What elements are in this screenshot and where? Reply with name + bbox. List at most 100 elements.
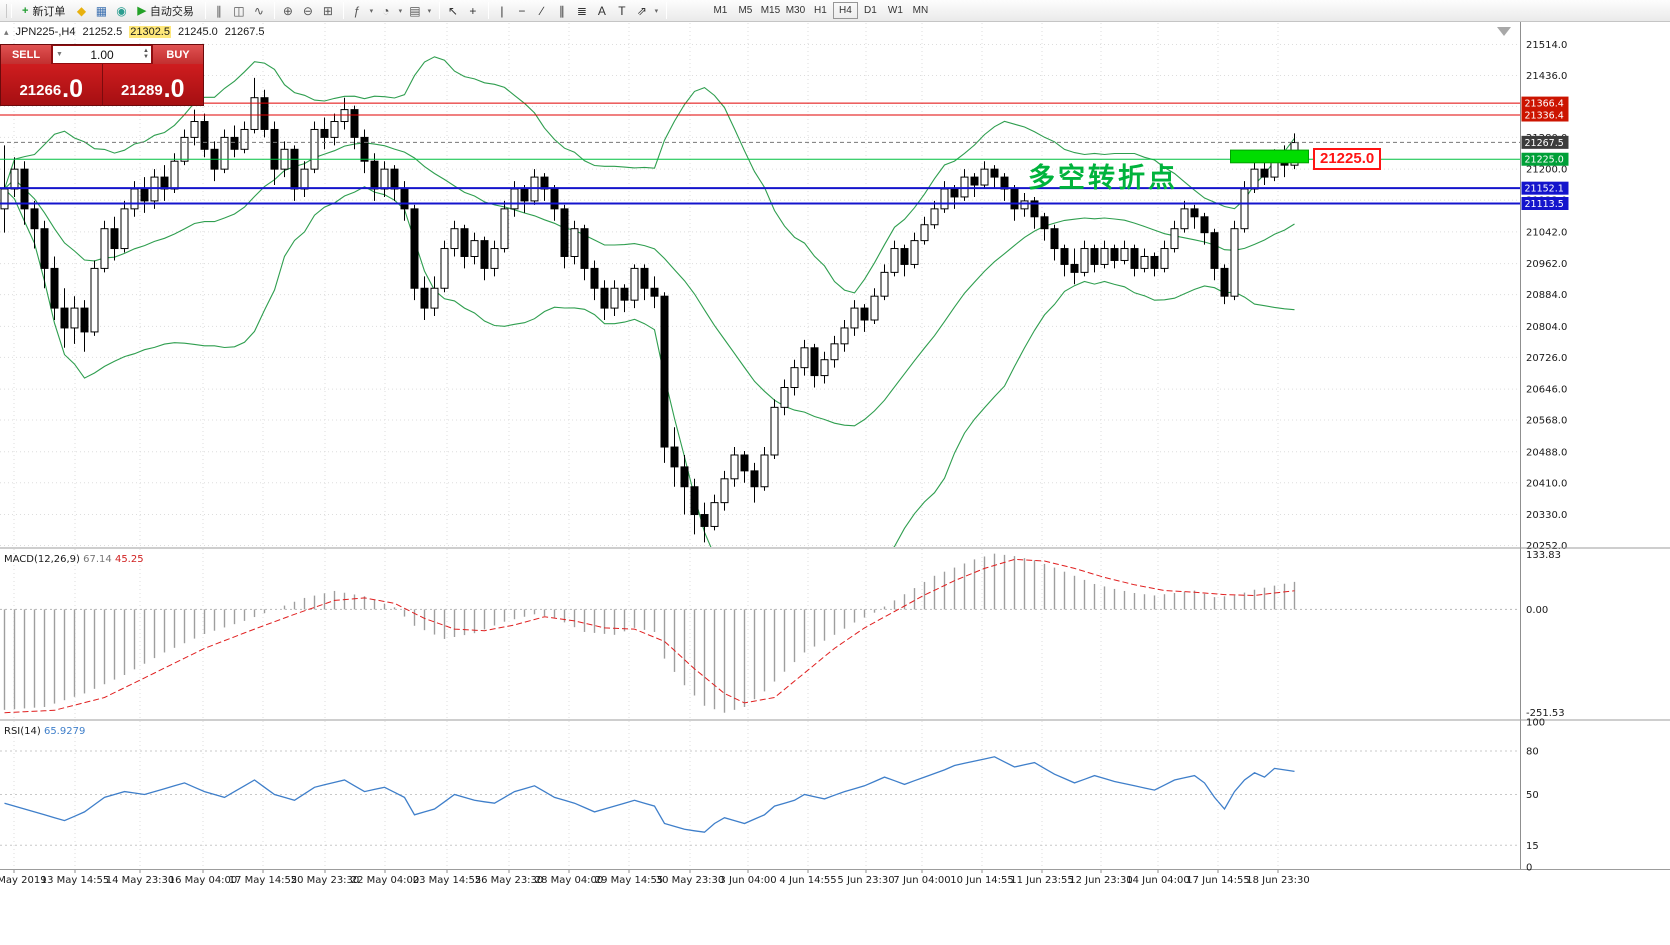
volume-down-icon[interactable]: ▼ xyxy=(143,54,149,60)
macd-scale-label: -251.53 xyxy=(1526,708,1565,719)
candle-body xyxy=(610,287,619,309)
rsi-scale-label: 0 xyxy=(1526,863,1532,874)
grid-lines xyxy=(0,23,1520,867)
sell-price[interactable]: 21266.0 xyxy=(1,64,103,105)
new-order-button-icon: + xyxy=(22,4,29,17)
timeframe-w1[interactable]: W1 xyxy=(883,2,908,19)
candle-body xyxy=(700,514,709,527)
candle-body xyxy=(340,109,349,123)
arrow-tools-icon[interactable]: ⇗ xyxy=(636,3,647,18)
time-tick-label: 20 May 23:30 xyxy=(291,875,360,886)
timeframe-m15[interactable]: M15 xyxy=(758,2,783,19)
candle-body xyxy=(230,136,239,150)
timeframe-m1[interactable]: M1 xyxy=(708,2,733,19)
crosshair-icon[interactable]: + xyxy=(469,3,477,18)
periods-icon[interactable]: ◔ xyxy=(382,3,390,18)
metaeditor-icon[interactable]: ◆ xyxy=(76,3,87,18)
candle-body xyxy=(820,359,829,377)
zoom-out-icon[interactable]: ⊖ xyxy=(302,3,313,18)
dropdown-caret-icon[interactable]: ▾ xyxy=(654,7,659,15)
text-icon[interactable]: A xyxy=(597,3,606,18)
new-order-button[interactable]: + 新订单 xyxy=(16,2,71,20)
dropdown-caret-icon[interactable]: ▾ xyxy=(398,7,403,15)
timeframe-mn[interactable]: MN xyxy=(908,2,933,19)
buy-price[interactable]: 21289.0 xyxy=(102,64,203,105)
fibonacci-icon[interactable]: ≣ xyxy=(576,3,587,18)
candle-body xyxy=(940,188,949,210)
timeframe-h4[interactable]: H4 xyxy=(832,2,858,19)
candle-body xyxy=(690,486,699,516)
bar-chart-icon[interactable]: ∥ xyxy=(215,3,222,18)
candle-body xyxy=(50,267,59,309)
buy-button[interactable]: BUY xyxy=(153,45,203,64)
trendline-icon[interactable]: ∕ xyxy=(540,3,543,18)
time-tick-label: 5 Jun 23:30 xyxy=(837,875,894,886)
candle-body xyxy=(800,347,809,369)
candlestick-chart-icon[interactable]: ◫ xyxy=(233,3,245,18)
time-tick-label: 28 May 04:00 xyxy=(535,875,604,886)
candle-body xyxy=(560,208,569,257)
price-tick-label: 21200.0 xyxy=(1526,165,1567,176)
candle-body xyxy=(880,271,889,297)
tile-windows-icon[interactable]: ⊞ xyxy=(322,3,333,18)
price-level-label[interactable]: 21225.0 xyxy=(1313,148,1382,170)
vertical-line-icon[interactable]: | xyxy=(500,3,504,18)
community-icon[interactable]: ◉ xyxy=(116,3,127,18)
candle-body xyxy=(250,97,259,130)
line-chart-icon[interactable]: ∿ xyxy=(253,3,264,18)
channel-icon[interactable]: ∥ xyxy=(558,3,565,18)
text-label-icon[interactable]: T xyxy=(618,3,626,18)
market-watch-icon[interactable]: ▦ xyxy=(95,3,108,18)
ohlc-open: 21252.5 xyxy=(82,26,123,38)
zoom-in-icon[interactable]: ⊕ xyxy=(282,3,293,18)
candle-body xyxy=(80,307,89,333)
candle-body xyxy=(170,160,179,190)
timeframe-m5[interactable]: M5 xyxy=(733,2,758,19)
main-toolbar: + 新订单 ◆ ▦ ◉ ▶ 自动交易 ∥ ◫ ∿ ⊕ ⊖ ⊞ ƒ ▾ ◔ ▾ ▤ ▾ ↖ + | − ∕ ∥ ≣ A T ⇗ ▾ M1 M5 M… xyxy=(0,0,1670,22)
ohlc-high: 21302.5 xyxy=(129,26,171,38)
price-tick-label: 20488.0 xyxy=(1526,447,1567,458)
rsi-scale-label: 100 xyxy=(1526,718,1545,729)
candle-body xyxy=(330,121,339,138)
candle-body xyxy=(920,224,929,242)
auto-trading-button-icon: ▶ xyxy=(137,5,146,17)
chart-canvas[interactable]: 21514.021436.021358.021280.021200.021122… xyxy=(0,22,1670,945)
dropdown-caret-icon[interactable]: ▾ xyxy=(369,7,374,15)
candle-body xyxy=(90,267,99,333)
auto-trading-button[interactable]: ▶ 自动交易 xyxy=(131,2,199,20)
ohlc-close: 21267.5 xyxy=(224,26,265,38)
rsi-label: RSI(14) 65.9279 xyxy=(4,726,85,737)
turning-point-annotation[interactable]: 多空转折点 xyxy=(1028,163,1178,193)
rsi-scale-label: 15 xyxy=(1526,841,1539,852)
volume-dropdown-icon[interactable]: ▼ xyxy=(56,51,63,58)
volume-stepper[interactable]: ▲ ▼ xyxy=(143,48,149,60)
price-tick-label: 20646.0 xyxy=(1526,385,1567,396)
timeframe-d1[interactable]: D1 xyxy=(858,2,883,19)
dropdown-caret-icon[interactable]: ▾ xyxy=(427,7,432,15)
templates-icon[interactable]: ▤ xyxy=(409,3,421,18)
candle-body xyxy=(40,228,49,269)
candle-body xyxy=(1220,267,1229,297)
indicators-icon[interactable]: ƒ xyxy=(353,3,361,18)
candle-body xyxy=(600,287,609,309)
cursor-icon[interactable]: ↖ xyxy=(447,3,458,18)
horizontal-line-icon[interactable]: − xyxy=(518,3,526,18)
volume-up-icon[interactable]: ▲ xyxy=(143,48,149,54)
candle-body xyxy=(990,168,999,178)
price-tick-label: 21042.0 xyxy=(1526,227,1567,238)
turning-point-rectangle[interactable] xyxy=(1230,149,1309,164)
candle-body xyxy=(400,188,409,210)
timeframe-h1[interactable]: H1 xyxy=(808,2,833,19)
volume-field[interactable]: ▼ 1.00 ▲ ▼ xyxy=(53,46,151,63)
time-tick-label: 23 May 14:55 xyxy=(413,875,482,886)
symbol-period-label: JPN225-,H4 xyxy=(15,26,76,38)
candle-body xyxy=(1040,216,1049,230)
time-tick-label: 12 Jun 23:30 xyxy=(1069,875,1133,886)
candle-body xyxy=(420,287,429,309)
macd-label: MACD(12,26,9) 67.14 45.25 xyxy=(4,554,144,565)
time-tick-label: 4 Jun 14:55 xyxy=(779,875,836,886)
chart-shift-marker[interactable] xyxy=(1497,27,1511,36)
sell-button[interactable]: SELL xyxy=(1,45,51,64)
timeframe-m30[interactable]: M30 xyxy=(783,2,808,19)
